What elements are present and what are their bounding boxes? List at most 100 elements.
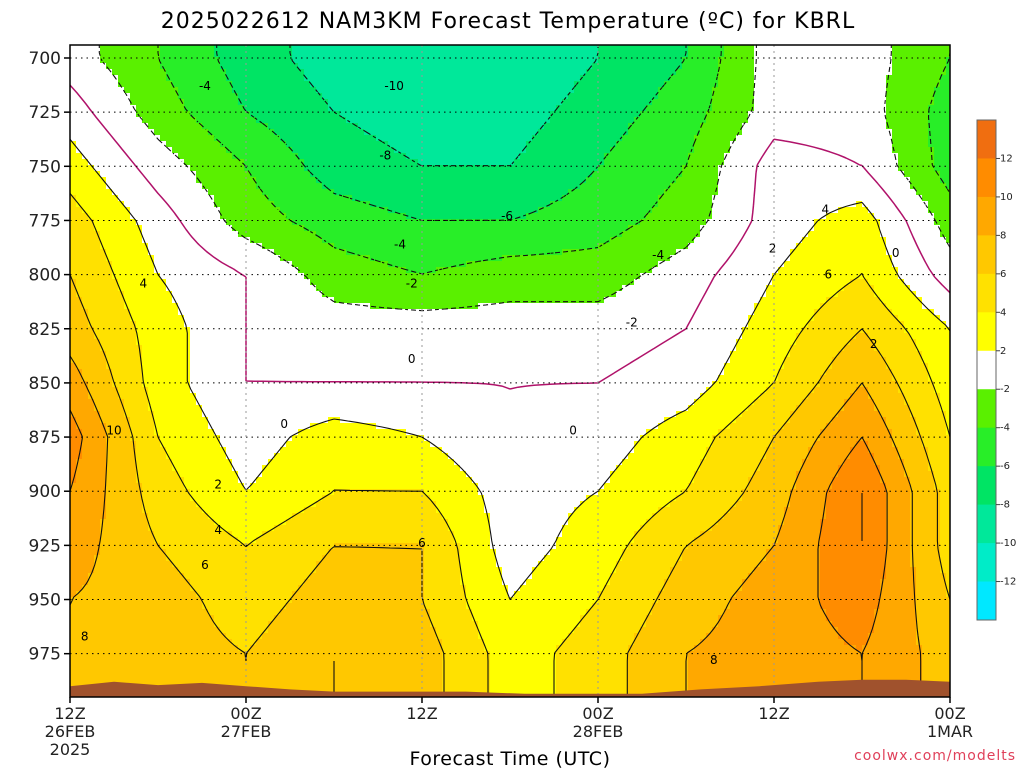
field-cell: [232, 495, 239, 502]
field-cell: [76, 153, 83, 160]
field-cell: [106, 513, 113, 520]
field-cell: [184, 603, 191, 610]
field-cell: [172, 321, 179, 328]
field-cell: [136, 255, 143, 262]
field-cell: [226, 555, 233, 562]
field-cell: [142, 459, 149, 466]
field-cell: [178, 381, 185, 388]
field-cell: [184, 183, 191, 190]
field-cell: [208, 591, 215, 598]
field-cell: [178, 237, 185, 244]
field-cell: [76, 375, 83, 382]
field-cell: [292, 63, 299, 70]
field-cell: [280, 171, 287, 178]
field-cell: [298, 573, 305, 580]
field-cell: [244, 57, 251, 64]
field-cell: [136, 75, 143, 82]
field-cell: [310, 321, 317, 328]
field-cell: [196, 81, 203, 88]
field-cell: [244, 225, 251, 232]
field-cell: [328, 375, 335, 382]
field-cell: [316, 213, 323, 220]
field-cell: [286, 297, 293, 304]
field-cell: [268, 141, 275, 148]
field-cell: [310, 375, 317, 382]
field-cell: [184, 639, 191, 646]
field-cell: [88, 657, 95, 664]
field-cell: [286, 243, 293, 250]
field-cell: [160, 525, 167, 532]
field-cell: [220, 423, 227, 430]
field-cell: [334, 669, 341, 676]
field-cell: [274, 519, 281, 526]
field-cell: [202, 225, 209, 232]
field-cell: [286, 309, 293, 316]
field-cell: [298, 99, 305, 106]
field-cell: [268, 279, 275, 286]
field-cell: [208, 429, 215, 436]
field-cell: [166, 297, 173, 304]
field-cell: [256, 495, 263, 502]
field-cell: [208, 351, 215, 358]
field-cell: [274, 573, 281, 580]
field-cell: [142, 231, 149, 238]
field-cell: [196, 543, 203, 550]
field-cell: [274, 549, 281, 556]
field-cell: [190, 249, 197, 256]
field-cell: [310, 591, 317, 598]
field-cell: [322, 597, 329, 604]
field-cell: [160, 141, 167, 148]
field-cell: [244, 93, 251, 100]
field-cell: [214, 531, 221, 538]
field-cell: [232, 75, 239, 82]
field-cell: [190, 321, 197, 328]
field-cell: [100, 453, 107, 460]
field-cell: [196, 519, 203, 526]
field-cell: [148, 45, 155, 52]
field-cell: [148, 549, 155, 556]
field-cell: [82, 279, 89, 286]
field-cell: [166, 639, 173, 646]
field-cell: [292, 663, 299, 670]
field-cell: [328, 279, 335, 286]
field-cell: [76, 417, 83, 424]
field-cell: [286, 159, 293, 166]
field-cell: [166, 495, 173, 502]
field-cell: [322, 105, 329, 112]
field-cell: [310, 615, 317, 622]
field-cell: [130, 285, 137, 292]
field-cell: [124, 591, 131, 598]
field-cell: [274, 627, 281, 634]
field-cell: [100, 51, 107, 58]
field-cell: [82, 351, 89, 358]
field-cell: [256, 141, 263, 148]
field-cell: [274, 177, 281, 184]
field-cell: [70, 45, 77, 52]
field-cell: [94, 621, 101, 628]
field-cell: [238, 423, 245, 430]
field-cell: [76, 333, 83, 340]
field-cell: [220, 339, 227, 346]
field-cell: [304, 675, 311, 682]
field-cell: [172, 81, 179, 88]
field-cell: [82, 219, 89, 226]
field-cell: [160, 429, 167, 436]
field-cell: [292, 159, 299, 166]
field-cell: [202, 645, 209, 652]
field-cell: [82, 231, 89, 238]
field-cell: [262, 135, 269, 142]
field-cell: [178, 405, 185, 412]
field-cell: [208, 63, 215, 70]
field-cell: [160, 603, 167, 610]
field-cell: [148, 147, 155, 154]
field-cell: [130, 585, 137, 592]
field-cell: [70, 645, 77, 652]
field-cell: [178, 459, 185, 466]
field-cell: [184, 57, 191, 64]
field-cell: [214, 273, 221, 280]
field-cell: [154, 357, 161, 364]
field-cell: [136, 501, 143, 508]
field-cell: [76, 267, 83, 274]
field-cell: [70, 219, 77, 226]
field-cell: [244, 345, 251, 352]
